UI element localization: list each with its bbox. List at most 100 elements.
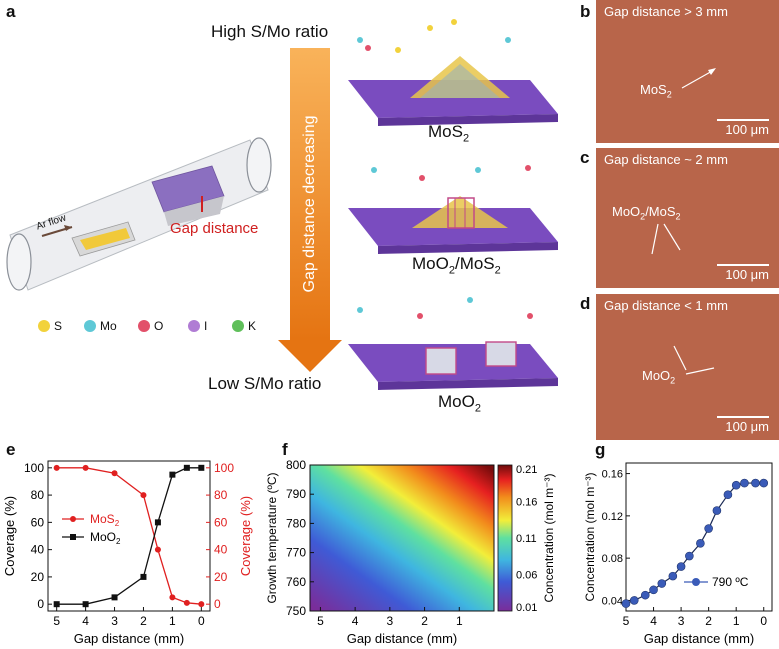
chart-g-xtick-label: 1 <box>733 614 740 628</box>
chart-e-point-moo2 <box>154 519 161 526</box>
chart-f-colorbar-label: Concentration (mol m⁻³) <box>542 473 556 602</box>
micrograph-c-caption: Gap distance ~ 2 mm <box>604 152 728 167</box>
chart-e-point-moo2 <box>82 601 89 608</box>
sulfur-boat <box>71 221 136 257</box>
chart-e-point-mos2 <box>111 470 118 477</box>
heatmap-chart: 5 4 3 2 1 750 760 770 780 790 800 0.01 0.06 0.11 0.16 0… <box>265 458 556 646</box>
chart-e-xtick-label: 4 <box>82 614 89 628</box>
chart-f-frame <box>309 464 495 612</box>
panel-a-illustration <box>6 19 558 390</box>
micrograph-b: Gap distance > 3 mm MoS2 100 μm <box>596 0 779 143</box>
panel-label-e: e <box>6 440 16 459</box>
chart-g-frame <box>625 462 773 612</box>
chart-e-point-mos2 <box>169 594 176 601</box>
chart-f-ytick-label: 780 <box>286 516 306 530</box>
low-ratio-label: Low S/Mo ratio <box>208 374 322 393</box>
micrograph-c-annotation: MoO2/MoS2 <box>612 204 681 222</box>
gap-decreasing-arrow <box>278 48 342 372</box>
high-ratio-label: High S/Mo ratio <box>211 22 329 41</box>
chart-f-xlabel: Gap distance (mm) <box>347 631 458 646</box>
chart-g-point <box>629 596 639 605</box>
arrow-label: Gap distance decreasing <box>301 115 318 293</box>
chart-e-ytick-left-label: 100 <box>24 461 44 475</box>
concentration-chart: 5 4 3 2 1 0 0.04 0.08 0.12 0.16 Gap distance (mm)… <box>584 462 773 646</box>
chart-e-ytick-left-label: 20 <box>31 570 45 584</box>
chart-e-point-moo2 <box>183 464 190 471</box>
scalebar-c <box>717 264 769 266</box>
micrograph-b-caption: Gap distance > 3 mm <box>604 4 728 19</box>
chart-g-point <box>759 478 769 488</box>
micrograph-d-caption: Gap distance < 1 mm <box>604 298 728 313</box>
substrate-moo2-mos2 <box>348 196 558 254</box>
chart-e-ytick-right-label: 100 <box>214 461 234 475</box>
chart-e-ytick-left-label: 0 <box>37 597 44 611</box>
legend-dot-k <box>232 320 244 332</box>
product-moo2-mos2-label: MoO2/MoS2 <box>412 254 501 277</box>
scalebar-d <box>717 416 769 418</box>
legend-dot-s <box>38 320 50 332</box>
chart-f-ytick-label: 750 <box>286 604 306 618</box>
chart-e-legend: MoS2 MoO2 <box>62 512 121 546</box>
chart-e-point-moo2 <box>169 471 176 478</box>
chart-g-xtick-label: 5 <box>623 614 630 628</box>
legend-dot-mo <box>84 320 96 332</box>
scalebar-b-label: 100 μm <box>725 122 769 137</box>
substrate-holder <box>151 165 225 226</box>
panel-label-a: a <box>6 2 16 21</box>
colorbar <box>497 464 513 612</box>
chart-g-point <box>621 599 631 608</box>
chart-e-legend-mos2: MoS2 <box>90 512 120 528</box>
chart-g-point <box>676 562 686 571</box>
chart-e-series-line <box>56 467 202 605</box>
gap-distance-label: Gap distance <box>170 220 259 237</box>
chart-g-xtick-label: 3 <box>678 614 685 628</box>
chart-f-colorbar-tick-label: 0.01 <box>516 602 537 614</box>
chart-g-point <box>723 490 733 500</box>
legend-label-i: I <box>204 319 208 333</box>
chart-e-ytick-right-label: 20 <box>214 570 228 584</box>
chart-g-point <box>731 480 741 490</box>
chart-g-point <box>751 478 760 488</box>
chart-f-colorbar-tick-label: 0.06 <box>516 570 537 582</box>
chart-g-ytick-label: 0.16 <box>602 469 623 481</box>
chart-g-point <box>704 524 713 533</box>
chart-f-ytick-label: 760 <box>286 575 306 589</box>
substrate-moo2 <box>348 341 558 390</box>
chart-g-point <box>712 506 722 515</box>
chart-g-ytick-label: 0.08 <box>602 553 623 565</box>
chart-g-ylabel: Concentration (mol m⁻³) <box>584 472 597 601</box>
panel-label-g: g <box>595 440 606 459</box>
chart-e-point-mos2 <box>53 464 60 471</box>
chart-f-xtick-label: 2 <box>421 614 428 628</box>
chart-g-point <box>657 579 667 588</box>
panel-label-d: d <box>580 294 591 313</box>
scalebar-b <box>717 119 769 121</box>
chart-e-xtick-label: 3 <box>111 614 118 628</box>
chart-e-xtick-label: 5 <box>53 614 60 628</box>
panel-label-c: c <box>580 148 590 167</box>
chart-e-point-mos2 <box>154 546 161 553</box>
chart-g-point <box>668 571 678 581</box>
substrate-mos2 <box>348 56 558 126</box>
chart-e-point-mos2 <box>82 464 89 471</box>
chart-e-ylabel-right: Coverage (%) <box>238 496 253 576</box>
legend-label-k: K <box>248 319 257 333</box>
micrograph-b-annotation: MoS2 <box>640 82 672 100</box>
legend-dot-i <box>188 320 200 332</box>
micrograph-d-annotation: MoO2 <box>642 368 676 386</box>
chart-e-ytick-right-label: 60 <box>214 515 228 529</box>
legend-label-mo: Mo <box>100 319 117 333</box>
chart-f-colorbar-tick-label: 0.21 <box>516 464 537 476</box>
micrograph-d: Gap distance < 1 mm MoO2 100 μm <box>596 294 779 440</box>
chart-g-xlabel: Gap distance (mm) <box>644 631 755 646</box>
chart-e-ytick-left-label: 60 <box>31 515 45 529</box>
chart-f-ytick-label: 800 <box>286 458 306 472</box>
chart-e-frame <box>47 460 211 612</box>
atom-legend <box>38 320 244 332</box>
panel-label-b: b <box>580 2 591 21</box>
chart-g-point <box>740 478 749 488</box>
chart-f-xtick-label: 3 <box>387 614 394 628</box>
chart-e-point-moo2 <box>140 573 147 580</box>
chart-e-point-moo2 <box>111 594 118 601</box>
